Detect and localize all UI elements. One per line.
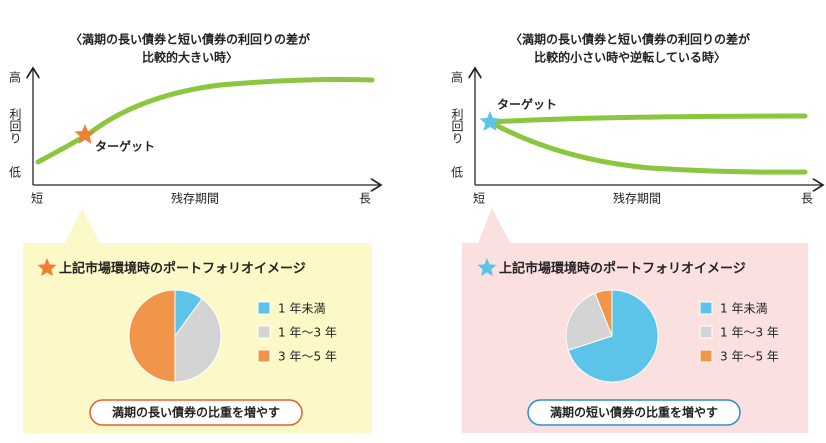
note-pill [527, 399, 741, 426]
axis-label: 短 [31, 192, 43, 206]
note-text: 満期の短い債券の比重を増やす [550, 405, 718, 420]
legend-swatch [257, 349, 271, 363]
axis-label: 低 [9, 166, 21, 180]
target-label: ターゲット [497, 97, 557, 112]
legend-label: 1 年〜3 年 [278, 326, 337, 340]
axis-label: 高 [9, 70, 21, 85]
note-text: 満期の長い債券の比重を増やす [112, 405, 280, 420]
legend-swatch [257, 325, 271, 339]
pie-slice [594, 289, 613, 337]
star-icon [37, 258, 57, 277]
axis-label: 利回り [8, 108, 22, 144]
axis-label: 利回り [450, 108, 464, 144]
chart-title: 比較的大きい時〉 [142, 50, 238, 65]
axis-label: 高 [451, 70, 463, 85]
star-icon [477, 258, 497, 277]
axis-label: 短 [473, 192, 485, 206]
axis-label: 長 [359, 192, 371, 206]
pie-slice [174, 298, 222, 383]
chart-title: 比較的小さい時や逆転している時〉 [534, 50, 726, 65]
legend-swatch [699, 325, 713, 339]
note-pill [89, 399, 303, 426]
pie-slice [567, 289, 659, 383]
chart-title: 〈満期の長い債券と短い債券の利回りの差が [70, 32, 310, 47]
panel-heading: 上記市場環境時のポートフォリオイメージ [499, 261, 746, 277]
yield-curve [487, 119, 808, 175]
legend-swatch [699, 301, 713, 315]
yield-curve [35, 77, 375, 165]
axis-label: 残存期間 [613, 192, 661, 206]
legend-swatch [699, 349, 713, 363]
legend-label: 1 年〜3 年 [720, 326, 779, 340]
axis-label: 残存期間 [171, 192, 219, 206]
star-icon [479, 111, 501, 131]
legend-label: 1 年未満 [278, 302, 325, 316]
axis-label: 低 [451, 166, 463, 180]
panel-heading: 上記市場環境時のポートフォリオイメージ [59, 261, 306, 277]
legend-label: 3 年〜5 年 [278, 350, 337, 364]
pie-slice [128, 289, 176, 383]
axis-label: 長 [801, 192, 813, 206]
legend-swatch [257, 301, 271, 315]
target-label: ターゲット [95, 139, 155, 154]
chart-title: 〈満期の長い債券と短い債券の利回りの差が [510, 32, 750, 47]
star-icon [74, 124, 96, 144]
legend-label: 3 年〜5 年 [720, 350, 779, 364]
yield-curve [487, 113, 808, 125]
legend-label: 1 年未満 [720, 302, 767, 316]
